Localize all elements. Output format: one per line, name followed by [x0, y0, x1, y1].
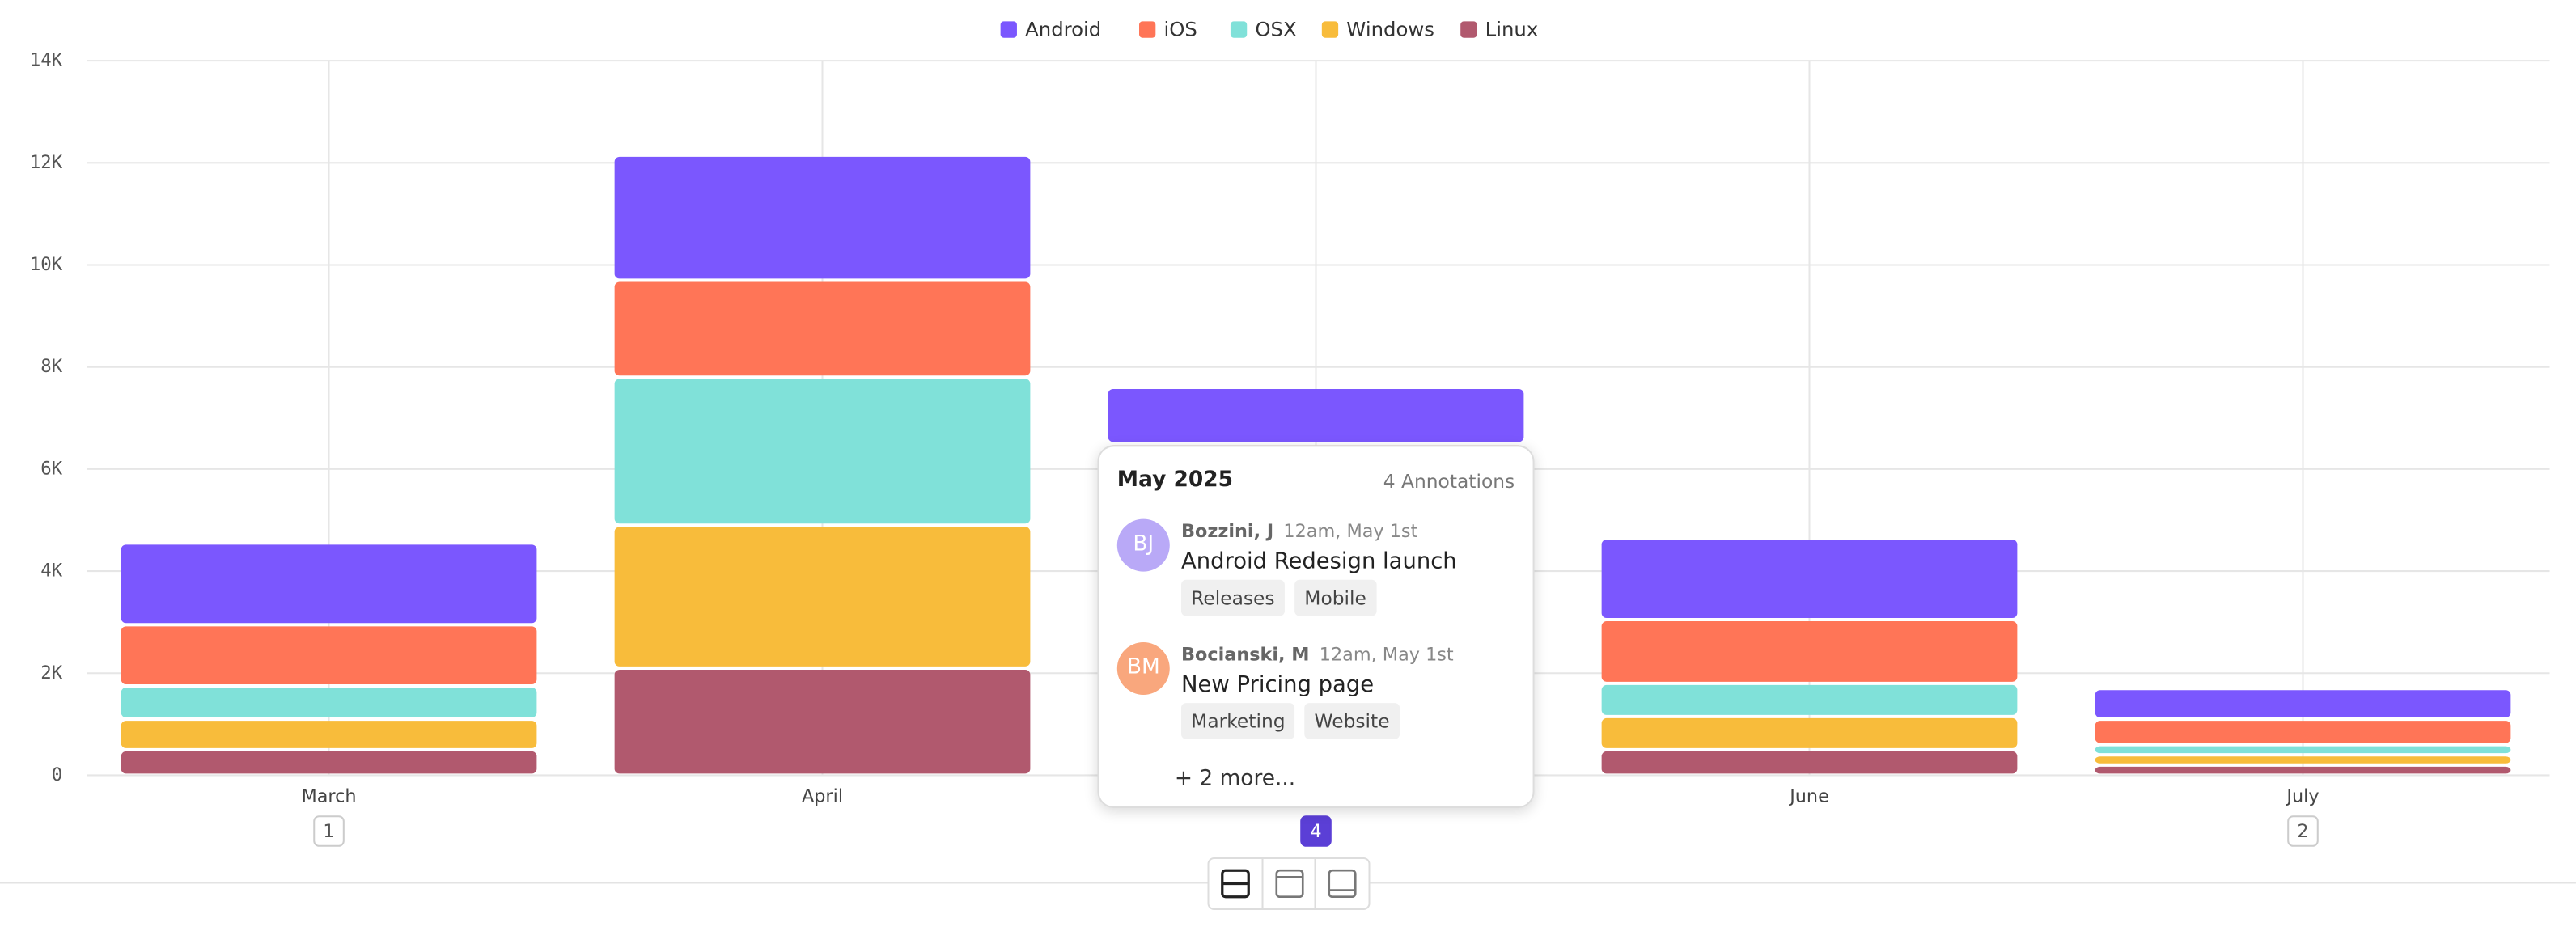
annotation-count: 2 [2297, 821, 2308, 842]
bar-segment[interactable] [1601, 684, 2018, 715]
annotation-badge[interactable] [2287, 815, 2319, 847]
bar-segment[interactable] [121, 721, 537, 748]
legend-label[interactable]: OSX [1255, 18, 1296, 41]
annotation-count: 1 [323, 821, 334, 842]
legend-label[interactable]: iOS [1163, 18, 1197, 41]
bar-segment[interactable] [2095, 756, 2511, 764]
legend-label[interactable]: Linux [1485, 18, 1539, 41]
y-tick-label: 4K [40, 561, 62, 582]
view-toolbar [1207, 857, 1371, 910]
avatar: BM [1116, 641, 1170, 695]
bar-segment[interactable] [2095, 690, 2511, 718]
bar-segment[interactable] [1601, 621, 2018, 682]
annotation-badge[interactable] [1300, 815, 1332, 847]
legend-label[interactable]: Android [1025, 18, 1101, 41]
tag[interactable]: Marketing [1181, 703, 1295, 739]
popup-count: 4 Annotations [1383, 469, 1515, 493]
legend-label[interactable]: Windows [1346, 18, 1434, 41]
y-tick-label: 12K [30, 152, 63, 173]
bar-segment[interactable] [121, 688, 537, 718]
bottom-icon [1328, 869, 1357, 899]
bar-segment[interactable] [1601, 751, 2018, 774]
top-view-button[interactable] [1263, 859, 1317, 908]
legend: Android iOS OSX Windows Linux [1000, 18, 1539, 41]
top-icon [1274, 869, 1303, 899]
tag[interactable]: Releases [1181, 579, 1285, 616]
y-tick-label: 2K [40, 662, 62, 683]
x-tick-label: March [301, 785, 356, 806]
y-tick-label: 10K [30, 254, 63, 275]
legend-swatch [1460, 21, 1477, 38]
bar-segment[interactable] [2095, 721, 2511, 743]
bar-segment[interactable] [614, 281, 1031, 376]
author: Bocianski, M 12am, May 1st [1181, 644, 1454, 665]
bar-segment[interactable] [2095, 766, 2511, 774]
annotation-title: New Pricing page [1181, 671, 1375, 699]
y-tick-label: 6K [40, 458, 62, 479]
author-name: Bocianski, M [1181, 643, 1310, 666]
bar-segment[interactable] [1601, 717, 2018, 748]
tag[interactable]: Mobile [1294, 579, 1377, 616]
split-icon [1220, 869, 1250, 899]
bar-segment[interactable] [614, 156, 1031, 279]
avatar: BJ [1116, 518, 1170, 572]
bottom-view-button[interactable] [1316, 859, 1368, 908]
legend-swatch [1000, 21, 1017, 38]
x-tick-label: April [802, 785, 843, 806]
tag[interactable]: Website [1304, 703, 1400, 739]
time: 12am, May 1st [1319, 643, 1454, 666]
author: Bozzini, J 12am, May 1st [1181, 521, 1417, 542]
y-tick-label: 0 [52, 764, 62, 785]
bar-segment[interactable] [1108, 388, 1524, 442]
bar-segment[interactable] [614, 379, 1031, 524]
x-tick-label: July [2285, 785, 2319, 806]
bar-segment[interactable] [2095, 746, 2511, 754]
bar-segment[interactable] [121, 544, 537, 624]
y-tick-label: 8K [40, 356, 62, 377]
legend-swatch [1321, 21, 1339, 38]
annotation-count: 4 [1310, 821, 1321, 842]
annotation-popup: May 2025 4 Annotations + 2 more... BJ Boz… [1097, 445, 1535, 809]
bar-segment[interactable] [1601, 540, 2018, 618]
x-tick-label: June [1788, 785, 1829, 806]
time: 12am, May 1st [1283, 520, 1418, 543]
bar-segment[interactable] [614, 527, 1031, 667]
legend-swatch [1230, 21, 1248, 38]
y-tick-label: 14K [30, 50, 63, 71]
bar-segment[interactable] [121, 626, 537, 684]
popup-title: May 2025 [1116, 468, 1233, 493]
more-link[interactable]: + 2 more... [1174, 767, 1296, 792]
bar-segment[interactable] [614, 669, 1031, 774]
author-name: Bozzini, J [1181, 520, 1274, 543]
legend-swatch [1139, 21, 1156, 38]
annotation-badge[interactable] [313, 815, 345, 847]
split-view-button[interactable] [1210, 859, 1263, 908]
annotation-title: Android Redesign launch [1181, 548, 1457, 575]
bar-segment[interactable] [121, 751, 537, 774]
